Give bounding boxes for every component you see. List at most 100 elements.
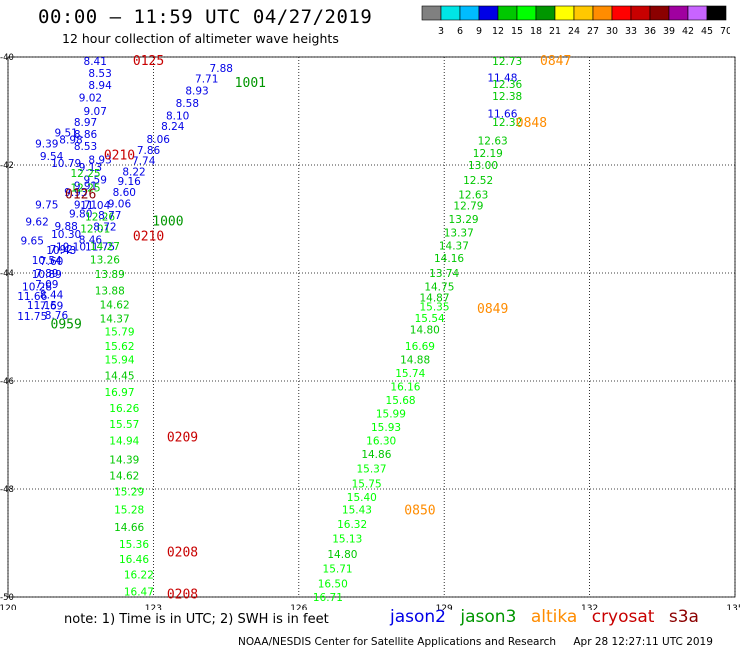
wave-height-value: 15.13 [332, 534, 362, 546]
x-tick-label: 120 [0, 604, 17, 610]
wave-height-value: 12.32 [492, 117, 522, 129]
pass-time-label: 0959 [51, 317, 82, 332]
pass-time-label: 0125 [133, 54, 164, 69]
wave-height-value: 14.27 [90, 241, 120, 253]
wave-height-value: 14.88 [400, 354, 430, 366]
wave-height-value: 14.39 [109, 454, 139, 466]
wave-height-value: 16.32 [337, 519, 367, 531]
scale-label: 36 [644, 26, 656, 37]
wave-height-value: 9.59 [84, 175, 107, 187]
wave-height-value: 12.25 [71, 168, 101, 180]
page-title: 00:00 – 11:59 UTC 04/27/2019 [38, 6, 373, 28]
wave-height-value: 7.09 [35, 279, 58, 291]
wave-height-value: 12.52 [463, 175, 493, 187]
wave-height-value: 12.63 [478, 136, 508, 148]
wave-height-value: 12.26 [85, 211, 115, 223]
wave-height-value: 10.89 [32, 269, 62, 281]
wave-height-value: 8.97 [74, 117, 97, 129]
wave-height-value: 11.66 [487, 109, 517, 121]
wave-height-value: 8.94 [88, 80, 112, 92]
wave-height-value: 16.71 [313, 592, 343, 604]
wave-height-value: 8.76 [45, 310, 69, 322]
pass-time-label: 0849 [477, 302, 508, 317]
wave-height-value: 11.48 [487, 73, 517, 85]
wave-height-value: 15.43 [342, 505, 372, 517]
wave-height-value: 12.38 [492, 91, 522, 103]
page-subtitle: 12 hour collection of altimeter wave hei… [62, 31, 339, 46]
wave-height-value: 11.75 [17, 311, 47, 323]
wave-height-value: 8.53 [88, 68, 111, 80]
wave-height-value: 11.04 [80, 200, 110, 212]
y-tick-label: -44 [0, 269, 14, 279]
wave-height-value: 9.65 [21, 236, 44, 248]
wave-height-value: 13.29 [449, 214, 479, 226]
wave-height-value: 15.57 [109, 419, 139, 431]
wave-height-value: 9.51 [54, 128, 77, 140]
pass-time-label: 0210 [133, 229, 164, 244]
wave-height-value: 15.35 [419, 301, 449, 313]
wave-height-value: 9.71 [74, 199, 97, 211]
wave-height-value: 8.72 [93, 222, 116, 234]
wave-height-value: 12.79 [453, 201, 483, 213]
wave-height-value: 16.47 [124, 587, 154, 599]
wave-height-value: 7.86 [137, 145, 161, 157]
wave-height-value: 15.74 [395, 368, 425, 380]
legend-item-jason2: jason2 [390, 607, 446, 627]
wave-height-value: 15.79 [104, 326, 134, 338]
wave-height-value: 14.37 [100, 313, 130, 325]
wave-height-value: 16.22 [124, 569, 154, 581]
scale-label: 45 [701, 26, 713, 37]
wave-height-value: 13.88 [95, 285, 125, 297]
wave-height-value: 7.60 [40, 256, 63, 268]
y-tick-label: -48 [0, 485, 14, 495]
scale-label: 15 [511, 26, 523, 37]
wave-height-value: 13.26 [90, 255, 120, 267]
wave-height-value: 13.00 [468, 160, 498, 172]
wave-height-value: 16.16 [390, 381, 420, 393]
wave-height-value: 8.98 [59, 135, 82, 147]
wave-height-value: 12.25 [71, 183, 101, 195]
pass-time-label: 0848 [516, 116, 547, 131]
wave-height-value: 9.62 [25, 217, 48, 229]
chart-note: note: 1) Time is in UTC; 2) SWH is in fe… [64, 612, 329, 627]
scale-label: 9 [476, 26, 482, 37]
wave-height-value: 9.93 [64, 187, 87, 199]
wave-height-value: 10.54 [32, 255, 62, 267]
x-tick-label: 135 [726, 604, 740, 610]
scale-label: 21 [549, 26, 561, 37]
pass-time-label: 0210 [104, 148, 135, 163]
pass-time-label: 0126 [65, 188, 96, 203]
wave-height-value: 11.75 [85, 242, 115, 254]
wave-height-value: 9.06 [108, 198, 132, 210]
scale-label: 24 [568, 26, 580, 37]
y-tick-label: -42 [0, 161, 14, 171]
wave-height-value: 11.66 [17, 291, 47, 303]
scale-swatch [706, 5, 727, 21]
wave-height-value: 15.75 [352, 479, 382, 491]
wave-height-value: 12.63 [458, 190, 488, 202]
wave-height-value: 7.89 [35, 268, 58, 280]
wave-height-value: 15.94 [104, 354, 134, 366]
wave-height-value: 8.53 [74, 141, 97, 153]
wave-height-value: 16.69 [405, 341, 435, 353]
wave-height-value: 8.93 [185, 85, 208, 97]
wave-height-value: 7.71 [195, 74, 218, 86]
wave-height-value: 14.16 [434, 253, 464, 265]
wave-height-value: 14.45 [104, 371, 134, 383]
pass-time-label: 0208 [167, 546, 198, 561]
wave-height-value: 15.99 [376, 408, 406, 420]
wave-height-chart: 120 123 126 129 132 135 -40 -42 -44 -46 -48 -50 9.51… [0, 53, 740, 610]
pass-time-label: 1000 [152, 215, 183, 230]
wave-height-value: 8.06 [147, 134, 171, 146]
wave-height-value: 14.94 [109, 435, 139, 447]
wave-height-value: 12.36 [492, 79, 522, 91]
wave-height-value: 8.93 [88, 155, 111, 167]
wave-height-value: 8.10 [166, 110, 189, 122]
scale-label: 30 [606, 26, 618, 37]
wave-height-value: 16.26 [109, 403, 139, 415]
satellite-legend: jason2 jason3 altika cryosat s3a [390, 607, 708, 627]
pass-time-label: 0209 [167, 431, 198, 446]
wave-height-value: 8.60 [113, 187, 136, 199]
legend-item-cryosat: cryosat [591, 607, 655, 627]
wave-height-value: 8.86 [74, 129, 98, 141]
